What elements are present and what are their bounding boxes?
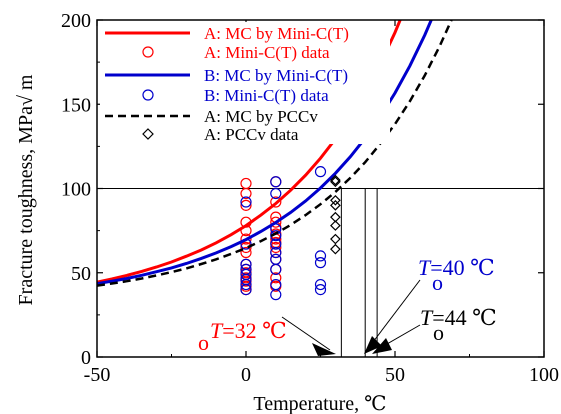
annotation-leader-0 — [281, 316, 331, 351]
y-tick-label-3: 150 — [61, 94, 91, 116]
series-3-point-7 — [240, 284, 252, 296]
series-3-point-11 — [270, 230, 282, 242]
x-tick-label-0: -50 — [84, 364, 111, 386]
legend-label-series-3: B: Mini-C(T) data — [204, 86, 329, 105]
annotation-label-1: T=40 ℃ — [418, 255, 495, 280]
series-3-point-12 — [270, 238, 282, 250]
series-1-point-23 — [270, 241, 282, 254]
series-3-point-20 — [314, 257, 327, 269]
x-tick-label-1: 0 — [241, 364, 251, 386]
annotation-text-2: =44 ℃ — [432, 305, 497, 330]
annotation-text-1: =40 ℃ — [430, 255, 495, 280]
legend-label-series-0: A: MC by Mini-C(T) — [204, 24, 349, 43]
annotation-sub-1: o — [432, 270, 443, 295]
series-3-point-14 — [270, 253, 282, 265]
series-3-point-8 — [270, 176, 282, 188]
annotation-arrowhead-0 — [312, 343, 336, 356]
series-1-point-18 — [270, 216, 282, 228]
annotation-arrowhead-1 — [364, 336, 382, 354]
series-1-point-3 — [240, 216, 252, 228]
series-5-point-0 — [330, 174, 341, 186]
series-1-point-4 — [240, 225, 252, 237]
legend: A: MC by Mini-C(T) A: Mini-C(T) data B: … — [100, 22, 390, 144]
series-5-point-3 — [330, 200, 341, 211]
y-tick-label-2: 100 — [61, 179, 91, 201]
series-1-point-1 — [240, 187, 252, 200]
series-1-point-7 — [240, 246, 252, 259]
legend-marker-series-3 — [142, 89, 154, 101]
annotation-label-2: T=44 ℃ — [420, 305, 497, 330]
legend-label-series-2: B: MC by Mini-C(T) — [204, 66, 348, 85]
annotation-prefix-0: T — [210, 318, 224, 343]
legend-label-series-5: A: PCCv data — [204, 125, 299, 144]
series-line-2 — [97, 20, 433, 286]
series-3-point-18 — [314, 166, 327, 178]
annotation-prefix-2: T — [420, 305, 434, 330]
series-5-point-1 — [330, 176, 341, 188]
series-5-point-5 — [330, 220, 341, 231]
series-3-point-15 — [270, 263, 282, 275]
series-1-point-0 — [240, 177, 252, 190]
annotation-label-0: T=32 ℃ — [210, 318, 287, 343]
series-1-point-6 — [240, 241, 252, 254]
x-tick-label-2: 50 — [385, 364, 405, 386]
annotation-prefix-1: T — [418, 255, 432, 280]
legend-box — [100, 22, 390, 144]
legend-label-series-1: A: Mini-C(T) data — [204, 43, 330, 62]
series-1-point-5 — [240, 233, 252, 245]
series-3-point-19 — [314, 250, 327, 262]
series-3-point-17 — [270, 289, 282, 301]
annotation-to-1: T=40 ℃ o — [364, 255, 495, 354]
series-1-point-2 — [240, 199, 252, 211]
series-3-point-22 — [314, 284, 327, 296]
y-tick-label-0: 0 — [81, 347, 91, 369]
y-tick-label-1: 50 — [71, 263, 91, 285]
x-tick-label-3: 100 — [529, 364, 559, 386]
series-3-point-0 — [240, 196, 252, 208]
series-3-point-1 — [240, 238, 252, 250]
legend-marker-series-1 — [142, 46, 154, 58]
series-3-point-13 — [270, 246, 282, 259]
annotation-sub-2: o — [433, 320, 444, 345]
series-3-point-21 — [314, 278, 327, 291]
series-5-point-7 — [330, 243, 341, 255]
series-line-0 — [97, 20, 402, 284]
series-3-point-6 — [240, 278, 252, 291]
y-tick-label-4: 200 — [61, 10, 91, 32]
series-1-point-27 — [270, 272, 282, 284]
annotation-sub-0: o — [198, 330, 209, 355]
x-axis-title: Temperature, ℃ — [253, 393, 386, 414]
series-1-point-16 — [270, 196, 282, 208]
series-3-point-9 — [270, 187, 282, 200]
series-5-point-2 — [330, 194, 341, 206]
annotation-text-0: =32 ℃ — [222, 318, 287, 343]
legend-marker-series-5 — [142, 128, 154, 140]
series-5-point-6 — [330, 233, 341, 245]
annotation-leader-1 — [369, 279, 421, 347]
annotation-to-2: T=44 ℃ o — [372, 305, 497, 354]
legend-label-series-4: A: MC by PCCv — [204, 107, 318, 126]
y-axis-title: Fracture toughness, MPa√ m — [15, 74, 37, 305]
annotation-to-0: T=32 ℃ o — [198, 316, 336, 356]
annotation-arrowhead-2 — [372, 338, 392, 354]
